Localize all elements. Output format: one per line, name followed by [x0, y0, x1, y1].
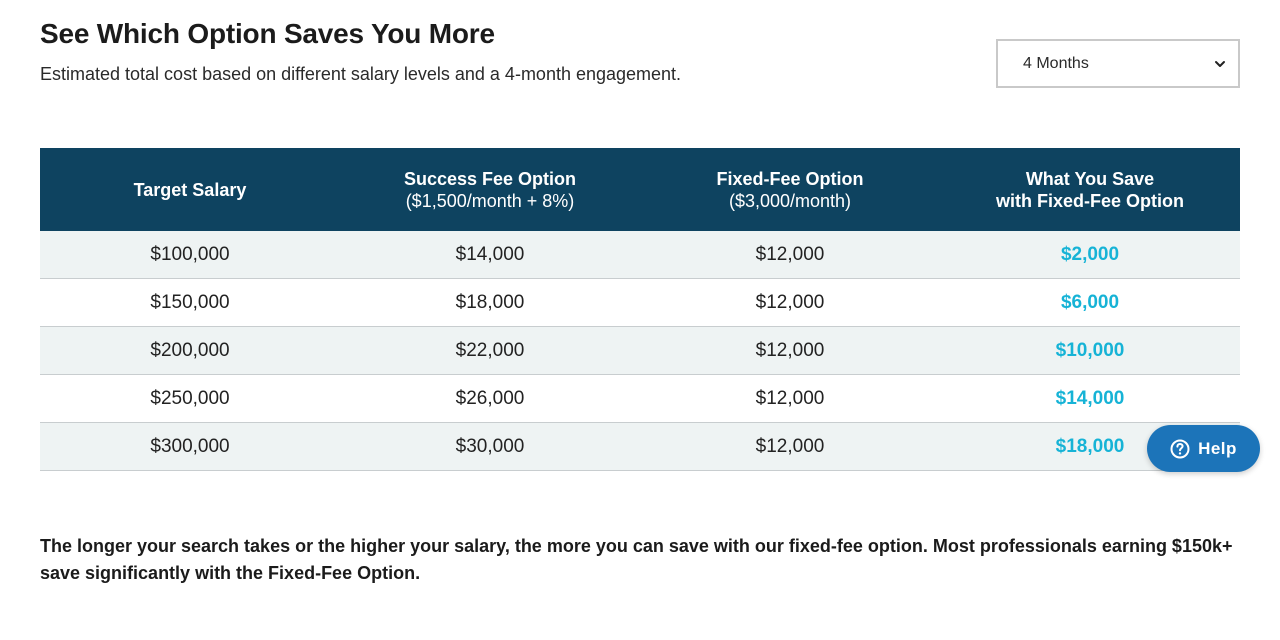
- table-row: $200,000 $22,000 $12,000 $10,000: [40, 326, 1240, 375]
- question-icon: [1170, 439, 1190, 458]
- column-header-title: Target Salary: [133, 179, 247, 200]
- column-header-title: Success Fee Option: [403, 168, 577, 189]
- cell-target-salary: $300,000: [40, 422, 340, 471]
- chevron-down-icon: [1215, 60, 1225, 67]
- column-header-title: What You Save: [1025, 168, 1155, 189]
- cell-target-salary: $100,000: [40, 231, 340, 279]
- table-row: $100,000 $14,000 $12,000 $2,000: [40, 231, 1240, 279]
- cell-target-salary: $250,000: [40, 374, 340, 423]
- cell-savings: $2,000: [940, 231, 1240, 279]
- cell-fixed-fee: $12,000: [640, 326, 940, 375]
- cell-savings: $10,000: [940, 326, 1240, 375]
- page-subtitle: Estimated total cost based on different …: [40, 64, 682, 84]
- column-header-title: Fixed-Fee Option: [716, 168, 864, 189]
- cell-savings: $14,000: [940, 374, 1240, 423]
- column-header-subtitle: ($3,000/month): [728, 190, 852, 211]
- column-header-target-salary: Target Salary: [40, 148, 340, 231]
- help-button[interactable]: Help: [1147, 425, 1260, 472]
- table-row: $150,000 $18,000 $12,000 $6,000: [40, 278, 1240, 327]
- column-header-savings: What You Save with Fixed-Fee Option: [940, 148, 1240, 231]
- cell-success-fee: $30,000: [340, 422, 640, 471]
- cell-success-fee: $26,000: [340, 374, 640, 423]
- table-row: $300,000 $30,000 $12,000 $18,000: [40, 422, 1240, 471]
- table-header-row: Target Salary Success Fee Option ($1,500…: [40, 148, 1240, 231]
- column-header-subtitle: ($1,500/month + 8%): [405, 190, 575, 211]
- cell-fixed-fee: $12,000: [640, 422, 940, 471]
- column-header-success-fee: Success Fee Option ($1,500/month + 8%): [340, 148, 640, 231]
- cell-target-salary: $200,000: [40, 326, 340, 375]
- cell-fixed-fee: $12,000: [640, 278, 940, 327]
- cell-success-fee: $14,000: [340, 231, 640, 279]
- column-header-fixed-fee: Fixed-Fee Option ($3,000/month): [640, 148, 940, 231]
- cell-savings: $6,000: [940, 278, 1240, 327]
- cell-success-fee: $18,000: [340, 278, 640, 327]
- footer-note: The longer your search takes or the high…: [40, 536, 1233, 583]
- cell-fixed-fee: $12,000: [640, 231, 940, 279]
- duration-select[interactable]: 4 Months: [996, 39, 1240, 88]
- column-header-subtitle: with Fixed-Fee Option: [996, 190, 1184, 211]
- table-row: $250,000 $26,000 $12,000 $14,000: [40, 374, 1240, 423]
- cell-target-salary: $150,000: [40, 278, 340, 327]
- cell-success-fee: $22,000: [340, 326, 640, 375]
- duration-select-value: 4 Months: [1023, 54, 1089, 72]
- help-button-label: Help: [1198, 438, 1237, 458]
- page-title: See Which Option Saves You More: [40, 18, 495, 49]
- comparison-table: Target Salary Success Fee Option ($1,500…: [40, 148, 1240, 471]
- cell-fixed-fee: $12,000: [640, 374, 940, 423]
